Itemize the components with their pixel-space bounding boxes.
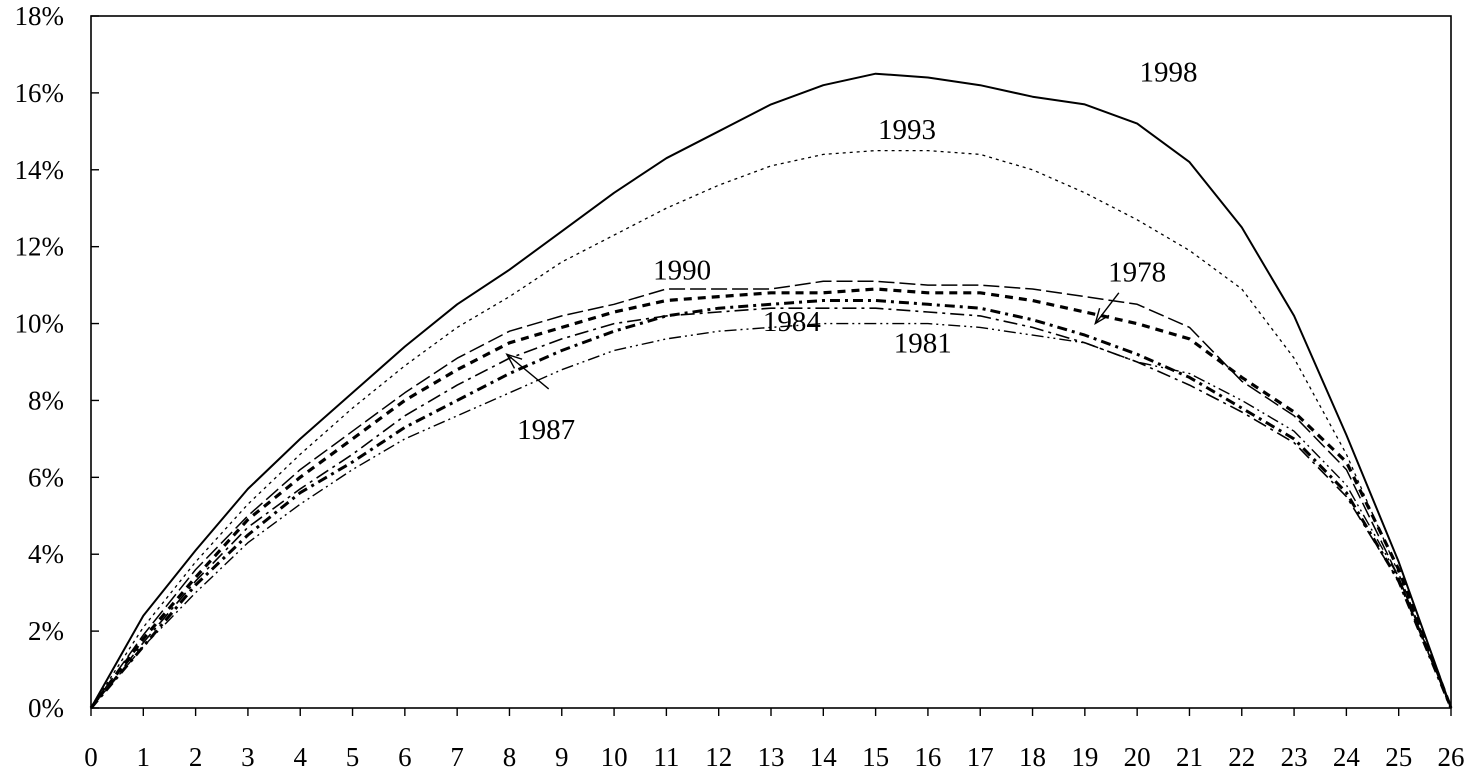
label-1987-arrow-head — [505, 353, 523, 369]
x-tick-label: 25 — [1385, 742, 1412, 772]
series-label-1978: 1978 — [1108, 256, 1166, 288]
y-tick-label: 0% — [28, 693, 64, 723]
series-label-1993: 1993 — [878, 114, 936, 146]
series-line-1990 — [90, 280, 1452, 709]
plot-area-border — [90, 15, 1452, 709]
label-1978-arrow-head — [1094, 307, 1110, 326]
x-tick-label: 2 — [189, 742, 203, 772]
series-line-1981 — [90, 322, 1452, 709]
x-tick-label: 7 — [450, 742, 464, 772]
x-tick-label: 15 — [862, 742, 889, 772]
x-tick-label: 26 — [1438, 742, 1465, 772]
series-label-1987: 1987 — [517, 414, 575, 446]
y-tick-label: 14% — [15, 155, 65, 185]
x-tick-label: 19 — [1071, 742, 1098, 772]
x-tick-label: 5 — [346, 742, 360, 772]
x-tick-label: 20 — [1124, 742, 1151, 772]
series-line-1993 — [90, 149, 1452, 709]
x-tick-label: 11 — [653, 742, 679, 772]
x-tick-label: 0 — [84, 742, 98, 772]
label-1978-arrow-line — [1094, 292, 1120, 324]
x-tick-label: 13 — [758, 742, 785, 772]
x-tick-label: 18 — [1019, 742, 1046, 772]
x-tick-label: 9 — [555, 742, 569, 772]
x-tick-label: 12 — [705, 742, 732, 772]
x-tick-label: 8 — [503, 742, 517, 772]
y-tick-label: 6% — [28, 462, 64, 492]
series-label-1998: 1998 — [1140, 56, 1198, 88]
x-tick-label: 23 — [1281, 742, 1308, 772]
x-tick-label: 14 — [810, 742, 838, 772]
series-line-1998 — [90, 72, 1452, 709]
x-tick-label: 21 — [1176, 742, 1203, 772]
x-tick-label: 16 — [914, 742, 941, 772]
series-line-1987 — [89, 299, 1453, 709]
series-label-1981: 1981 — [894, 327, 952, 359]
x-tick-label: 17 — [967, 742, 994, 772]
series-label-1990: 1990 — [653, 254, 711, 286]
label-1987-arrow-line — [506, 353, 550, 390]
y-tick-label: 10% — [15, 309, 65, 339]
x-tick-label: 1 — [137, 742, 151, 772]
series-label-1984: 1984 — [763, 306, 822, 338]
y-tick-label: 16% — [15, 78, 65, 108]
x-tick-label: 6 — [398, 742, 412, 772]
y-tick-label: 2% — [28, 616, 64, 646]
x-tick-label: 10 — [601, 742, 628, 772]
x-tick-label: 3 — [241, 742, 255, 772]
y-tick-label: 12% — [15, 232, 65, 262]
x-tick-label: 4 — [293, 742, 307, 772]
y-tick-label: 4% — [28, 539, 64, 569]
series-line-1978 — [89, 287, 1453, 709]
y-tick-label: 18% — [15, 1, 65, 31]
x-tick-label: 24 — [1333, 742, 1361, 772]
y-tick-label: 8% — [28, 385, 64, 415]
x-tick-label: 22 — [1228, 742, 1255, 772]
series-line-1984 — [90, 307, 1452, 709]
